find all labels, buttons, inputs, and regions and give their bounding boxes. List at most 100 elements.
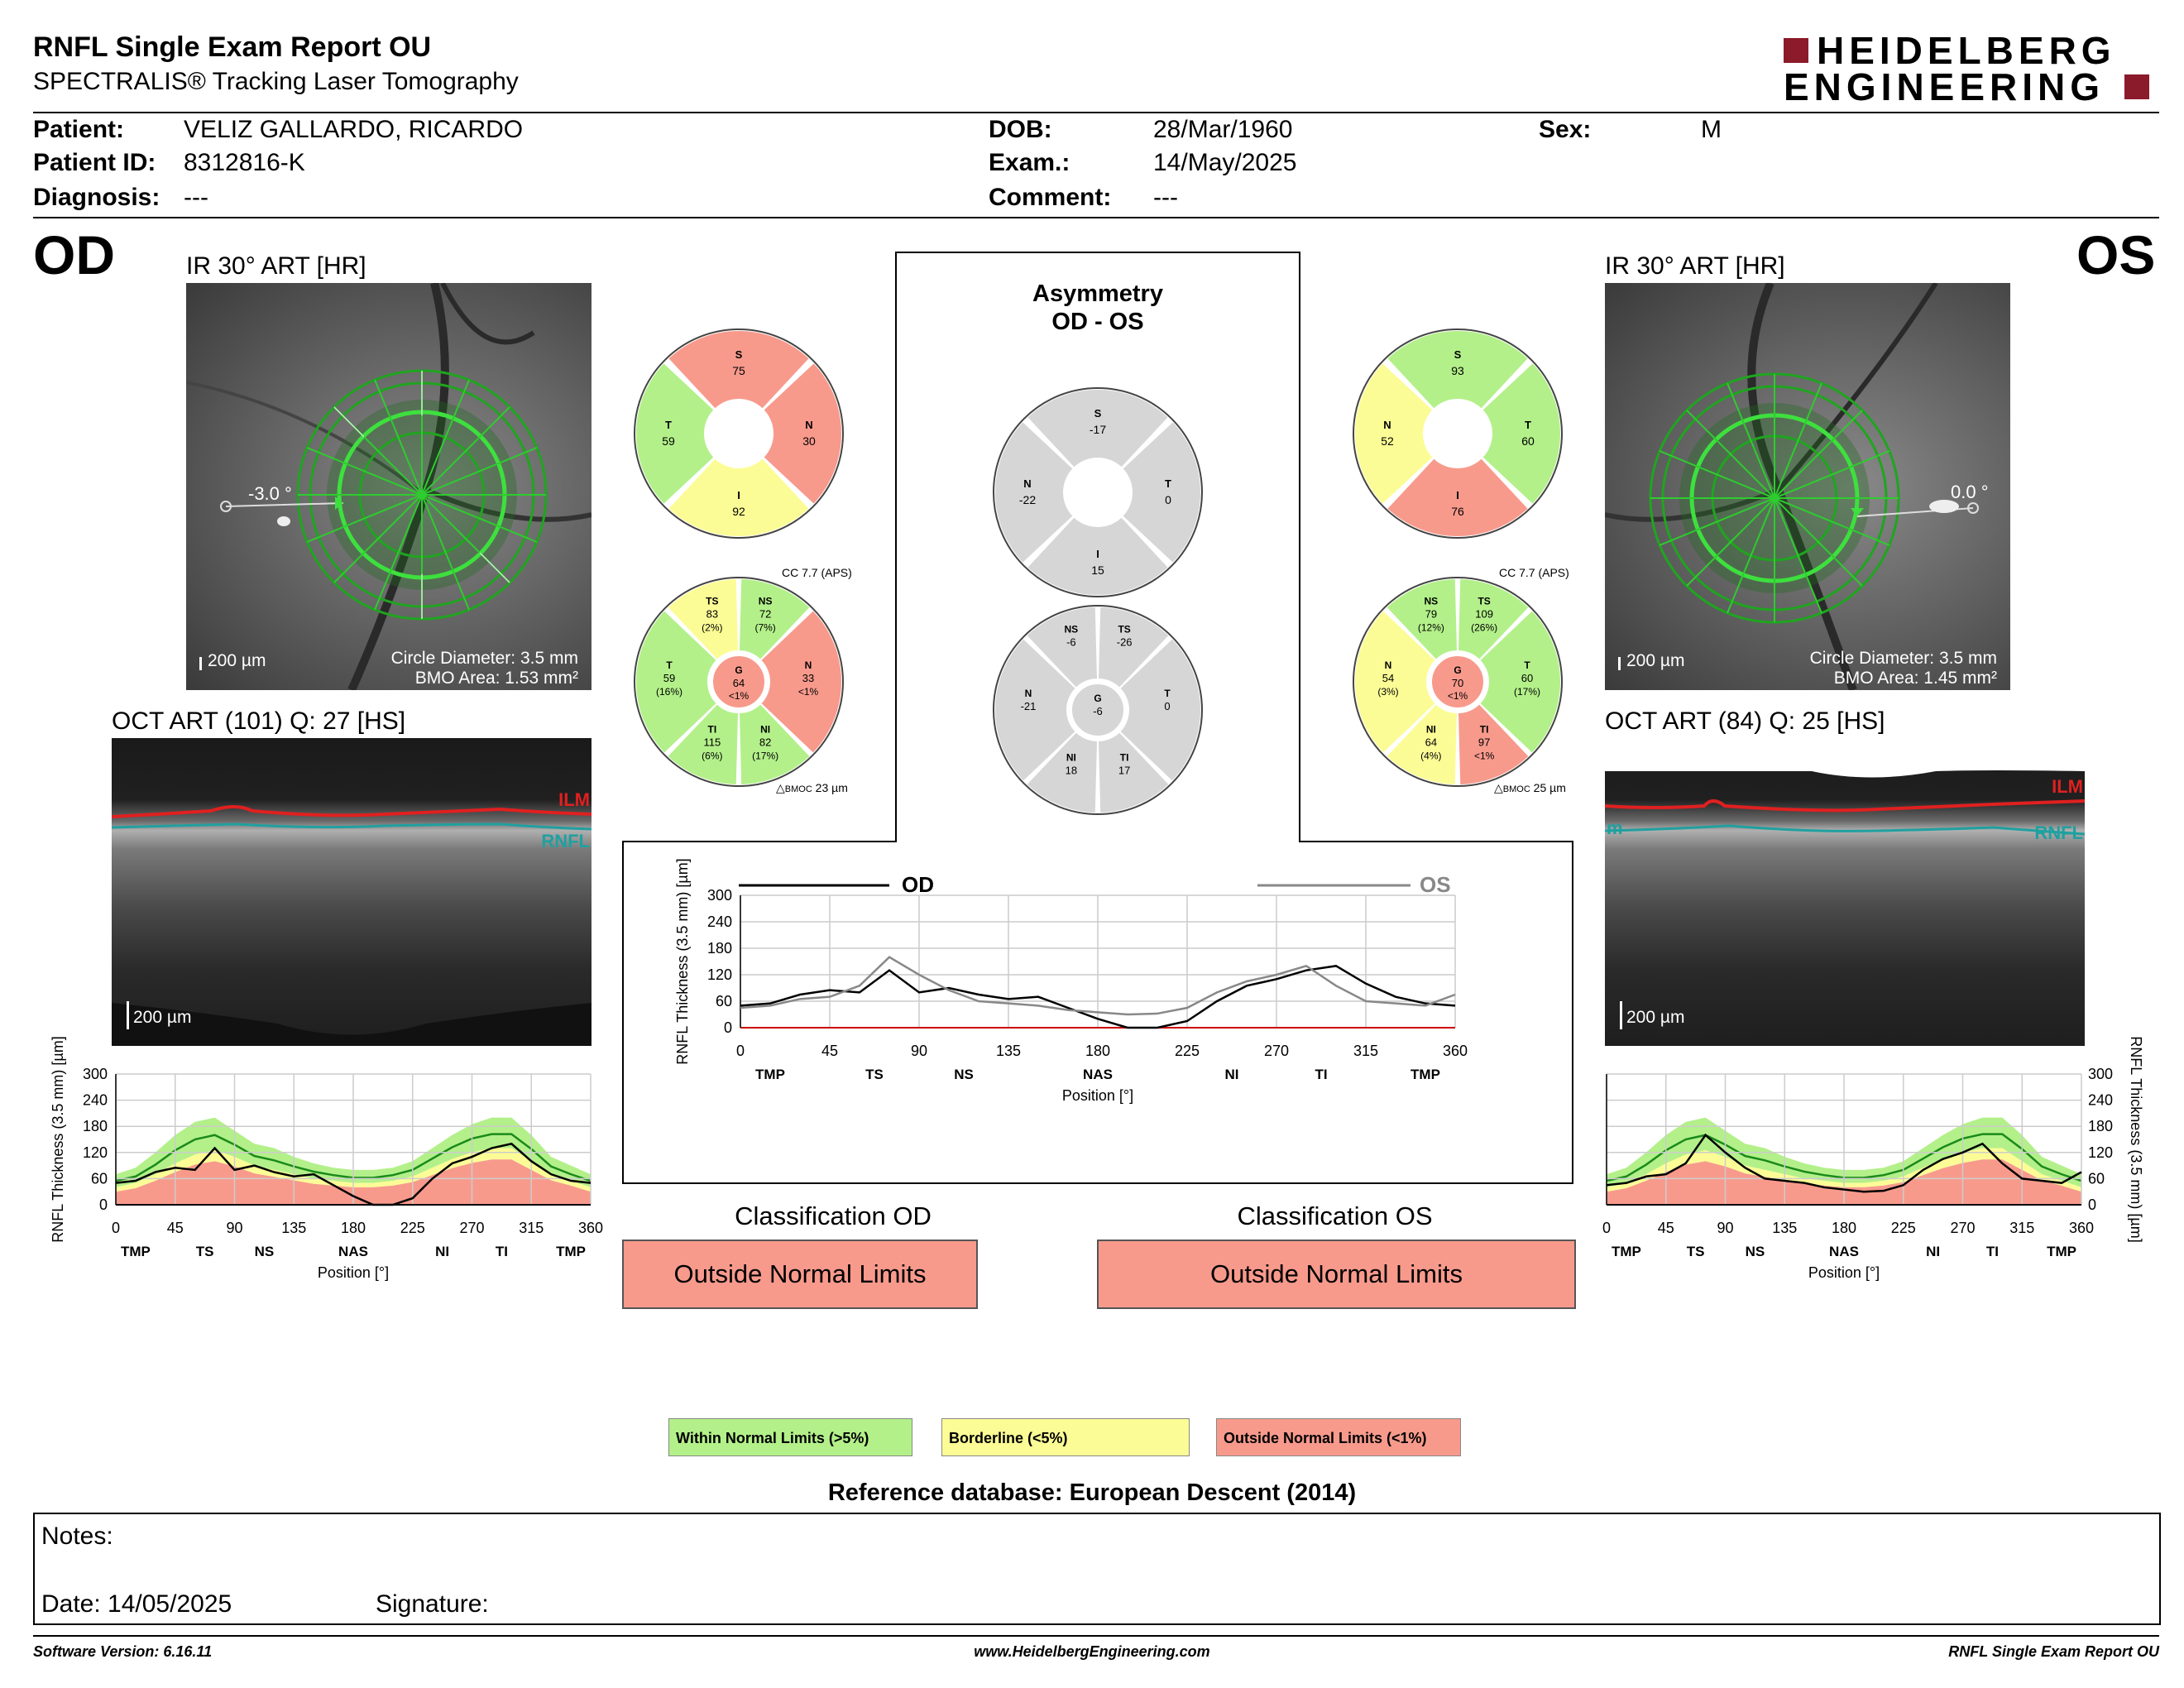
od-ytick: 180	[83, 1118, 108, 1134]
footer-software: Software Version: 6.16.11	[33, 1643, 213, 1660]
os-sector-TS	[1458, 579, 1529, 659]
comment-label: Comment:	[989, 184, 1112, 211]
od-quadrant-I	[668, 458, 809, 536]
asym-sector-T	[1120, 639, 1200, 781]
os-ir-scale-bar	[1618, 657, 1621, 670]
od-xtick: 45	[167, 1220, 184, 1236]
os-region-ni: NI	[1926, 1244, 1940, 1259]
report-title: RNFL Single Exam Report OU	[33, 31, 432, 63]
os-sector-label-G: G	[1454, 664, 1461, 676]
os-ytick: 240	[2088, 1092, 2113, 1109]
od-ylabel: RNFL Thickness (3.5 mm) [µm]	[50, 1036, 66, 1242]
notes-label: Notes:	[41, 1523, 113, 1550]
dob-value: 28/Mar/1960	[1153, 116, 1293, 143]
asym-sector-value-N: -21	[1021, 700, 1037, 712]
od-quadrant-value-T: 59	[662, 434, 675, 448]
os-oct-scale-bar	[1620, 1001, 1622, 1029]
asym-quadrant-S	[1027, 390, 1168, 468]
os-oct-bscan: ILM RNFL m 200 µm	[1605, 738, 2085, 1046]
os-ylabel: RNFL Thickness (3.5 mm) [µm]	[2128, 1036, 2144, 1242]
logo-text-line2: ENGINEERING	[1784, 65, 2105, 108]
os-ytick: 60	[2088, 1170, 2105, 1187]
os-quadrant-value-T: 60	[1521, 434, 1535, 448]
asym-sector-value-G: -6	[1093, 705, 1103, 717]
os-xtick: 45	[1658, 1220, 1674, 1236]
dob-label: DOB:	[989, 116, 1052, 143]
os-bmo-area: BMO Area: 1.45 mm²	[1833, 669, 1997, 688]
sex-value: M	[1701, 116, 1722, 143]
os-sector-value-TI: 97	[1478, 736, 1490, 749]
asym-quadrant-chart: S -17 T 0 I 15 N -22	[993, 387, 1203, 597]
legend-borderline: Borderline (<5%)	[941, 1418, 1190, 1456]
asym-region-tmp: TMP	[1410, 1067, 1440, 1082]
patient-id: 8312816-K	[184, 149, 305, 176]
signature-label: Signature:	[376, 1590, 489, 1618]
os-region-tmp: TMP	[2047, 1244, 2076, 1259]
od-oct-bscan: ILM RNFL 200 µm	[112, 738, 592, 1046]
od-region-tmp: TMP	[121, 1244, 151, 1259]
od-sector-label-TS: TS	[706, 595, 718, 607]
asym-quadrant-value-I: 15	[1091, 563, 1104, 577]
od-ir-scale-bar	[199, 657, 202, 670]
od-series-od	[115, 1142, 592, 1206]
od-oct-scale-bar	[127, 1001, 129, 1029]
asym-sector-NI	[1027, 732, 1098, 813]
asym-xtick: 180	[1085, 1043, 1110, 1059]
notes-box[interactable]: Notes: Date: 14/05/2025 Signature:	[33, 1513, 2161, 1625]
od-sector-pct-TI: (6%)	[702, 750, 722, 762]
os-sector-N	[1354, 611, 1435, 753]
asym-quadrant-T	[1123, 422, 1200, 563]
footer-website[interactable]: www.HeidelbergEngineering.com	[974, 1643, 1210, 1660]
os-quadrant-label-N: N	[1383, 419, 1391, 431]
os-angle: 0.0 °	[1951, 482, 1989, 502]
os-sector-pct-G: <1%	[1448, 690, 1468, 702]
asym-region-ts: TS	[865, 1067, 884, 1082]
od-sector-value-TS: 83	[706, 607, 718, 620]
od-sector-pct-NI: (17%)	[752, 750, 778, 762]
asymmetry-title-line2: OD - OS	[1051, 309, 1144, 335]
asym-quadrant-value-T: 0	[1165, 493, 1171, 506]
od-sector-label-N: N	[805, 659, 812, 671]
asym-xtick: 225	[1175, 1043, 1200, 1059]
os-ir-title: IR 30° ART [HR]	[1605, 252, 1785, 280]
asym-sector-TS	[1098, 607, 1169, 688]
od-sector-value-NS: 72	[759, 607, 771, 620]
comment-value: ---	[1153, 184, 1178, 211]
od-sector-value-NI: 82	[759, 736, 771, 749]
asym-ylabel: RNFL Thickness (3.5 mm) [µm]	[674, 858, 691, 1064]
os-sector-value-NI: 64	[1425, 736, 1437, 749]
os-xtick: 360	[2069, 1220, 2094, 1236]
od-ytick: 300	[83, 1066, 108, 1082]
od-ytick: 0	[99, 1196, 108, 1213]
od-oct-scale: 200 µm	[133, 1008, 192, 1027]
exam-value: 14/May/2025	[1153, 149, 1297, 176]
asym-xtick: 360	[1443, 1043, 1468, 1059]
os-sector-value-T: 60	[1521, 672, 1533, 684]
asym-ytick: 60	[716, 993, 732, 1009]
os-sector-label-NI: NI	[1426, 724, 1436, 736]
patient-label: Patient:	[33, 116, 125, 143]
os-region-ns: NS	[1746, 1244, 1765, 1259]
header-divider	[33, 112, 2159, 113]
os-quadrant-center	[1426, 402, 1489, 465]
asym-xtick: 135	[996, 1043, 1021, 1059]
od-sector-pct-TS: (2%)	[702, 621, 722, 633]
os-bscan-overlay	[1605, 738, 2085, 836]
os-bmoc-value: 25 µm	[1533, 781, 1566, 794]
asym-sector-label-N: N	[1025, 688, 1032, 699]
od-quadrant-T	[635, 363, 714, 504]
asym-quadrant-I	[1027, 517, 1168, 595]
asym-xtick: 45	[821, 1043, 838, 1059]
asym-ytick: 180	[707, 940, 732, 957]
od-rnfl-label: RNFL	[541, 831, 590, 851]
classification-od-result: Outside Normal Limits	[622, 1240, 978, 1309]
od-quadrant-value-S: 75	[732, 364, 745, 377]
od-region-tmp: TMP	[556, 1244, 586, 1259]
os-ilm-label: ILM	[2052, 776, 2083, 797]
asym-quadrant-N	[994, 422, 1073, 563]
od-sector-TI	[668, 704, 739, 784]
od-quadrant-label-I: I	[737, 489, 740, 501]
asym-sector-value-NI: 18	[1066, 765, 1077, 777]
asym-region-ni: NI	[1225, 1067, 1239, 1082]
